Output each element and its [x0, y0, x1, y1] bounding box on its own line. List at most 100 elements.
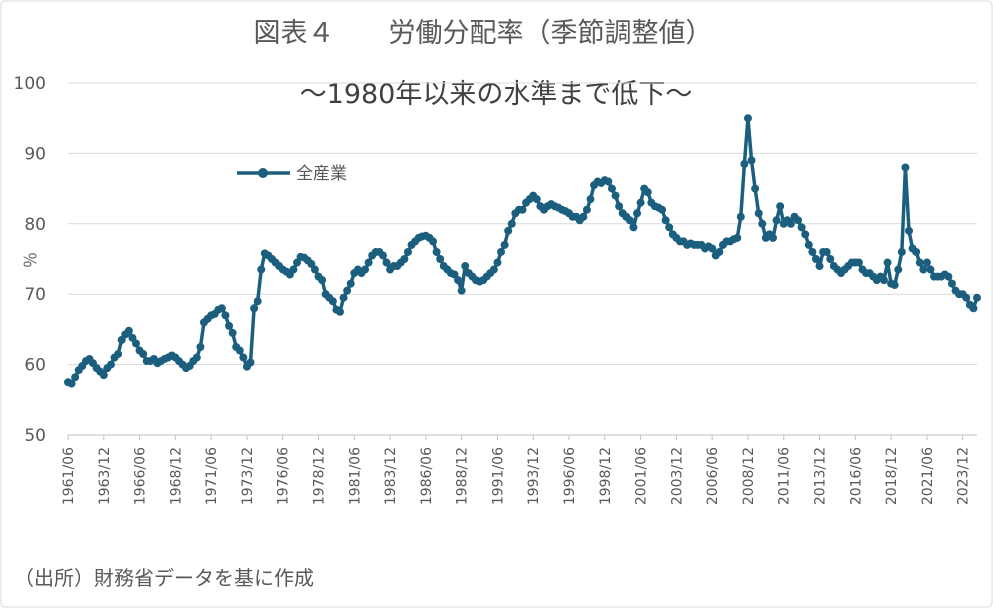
data-point: [253, 297, 262, 306]
data-point: [335, 307, 344, 316]
x-tick-label: 1971/06: [204, 447, 220, 505]
data-point: [747, 156, 756, 165]
data-point: [131, 339, 140, 348]
data-point: [217, 304, 226, 313]
chart-title: 図表４ 労働分配率（季節調整値）: [254, 18, 713, 49]
data-point: [497, 247, 506, 256]
data-point: [636, 198, 645, 207]
data-point: [715, 247, 724, 256]
data-point: [221, 311, 230, 320]
data-point: [318, 276, 327, 285]
chart-subtitle: ～1980年以来の水準まで低下～: [300, 79, 693, 110]
data-point: [611, 191, 620, 200]
data-point: [758, 219, 767, 228]
data-point: [239, 353, 248, 362]
y-tick-label: 90: [24, 144, 46, 164]
data-point: [507, 219, 516, 228]
y-tick-label: 70: [24, 285, 46, 305]
data-point: [436, 255, 445, 263]
data-point: [257, 265, 266, 274]
data-point: [633, 209, 642, 218]
data-point: [328, 297, 337, 306]
x-tick-label: 1976/06: [276, 447, 292, 505]
data-point: [235, 346, 244, 355]
x-tick-label: 1993/12: [526, 447, 542, 505]
data-point: [625, 216, 634, 225]
data-point: [106, 360, 115, 369]
data-point: [769, 233, 778, 242]
data-point: [854, 258, 863, 267]
data-point: [740, 159, 749, 168]
data-point: [139, 350, 148, 359]
data-point: [879, 276, 888, 285]
data-point: [808, 247, 817, 256]
x-tick-label: 2018/12: [884, 447, 900, 505]
legend-label: 全産業: [296, 164, 347, 184]
data-point: [801, 230, 810, 239]
data-point: [883, 258, 892, 267]
data-point: [804, 240, 813, 249]
data-point: [432, 247, 441, 256]
x-tick-label: 2006/06: [705, 447, 721, 505]
data-point: [489, 265, 498, 274]
data-point: [493, 258, 502, 267]
x-tick-label: 1961/06: [61, 447, 77, 505]
legend-marker: [258, 168, 268, 178]
data-point: [643, 188, 652, 197]
data-point: [579, 212, 588, 221]
data-point: [339, 293, 348, 302]
data-point: [400, 255, 409, 263]
x-tick-label: 1983/12: [383, 447, 399, 505]
data-point: [962, 293, 971, 302]
data-point: [429, 237, 438, 246]
data-point: [815, 262, 824, 271]
data-point: [457, 286, 466, 295]
data-point: [461, 262, 470, 271]
data-point: [310, 265, 319, 274]
x-tick-label: 2001/06: [634, 447, 650, 505]
data-point: [246, 358, 255, 367]
data-point: [582, 205, 591, 214]
data-point: [250, 304, 259, 313]
data-point: [225, 321, 234, 330]
x-tick-label: 1996/06: [562, 447, 578, 505]
data-point: [786, 219, 795, 228]
x-tick-label: 1991/06: [490, 447, 506, 505]
data-point: [228, 328, 237, 337]
y-tick-label: 100: [14, 74, 46, 94]
data-point: [947, 279, 956, 288]
data-point: [776, 202, 785, 211]
source-note: （出所）財務省データを基に作成: [14, 566, 314, 590]
data-point: [811, 255, 820, 263]
data-point: [124, 326, 133, 335]
data-point: [915, 258, 924, 267]
x-tick-label: 1998/12: [598, 447, 614, 505]
x-tick-label: 1988/12: [455, 447, 471, 505]
data-point: [658, 205, 667, 214]
data-point: [661, 216, 670, 225]
data-point: [797, 223, 806, 232]
data-point: [919, 265, 928, 274]
data-point: [822, 247, 831, 256]
x-tick-label: 2003/12: [669, 447, 685, 505]
data-point: [926, 265, 935, 274]
data-point: [346, 279, 355, 288]
data-point: [99, 371, 108, 380]
data-point: [289, 265, 298, 274]
data-point: [665, 223, 674, 232]
data-point: [708, 244, 717, 253]
data-point: [382, 258, 391, 267]
data-point: [500, 240, 509, 249]
data-point: [518, 205, 527, 214]
data-point: [897, 247, 906, 256]
data-point: [826, 255, 835, 263]
y-tick-label: 80: [24, 215, 46, 235]
data-point: [361, 265, 370, 274]
data-point: [343, 286, 352, 295]
data-point: [743, 114, 752, 123]
y-tick-label: 50: [24, 426, 46, 446]
data-point: [403, 247, 412, 256]
x-tick-label: 2023/12: [956, 447, 972, 505]
data-point: [114, 350, 123, 359]
